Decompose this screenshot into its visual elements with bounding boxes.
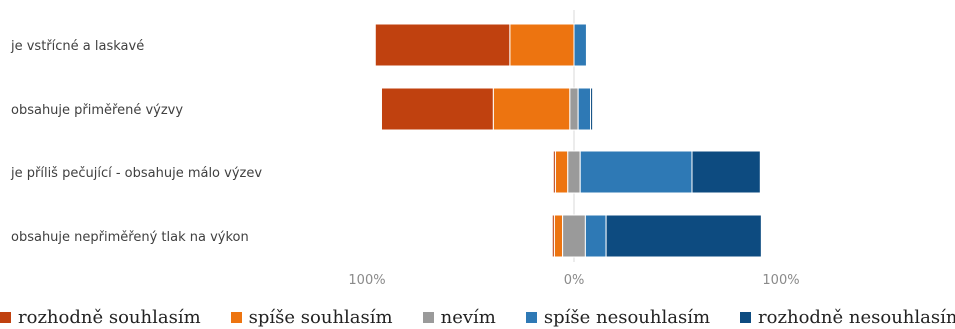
legend-item: spíše nesouhlasím bbox=[525, 307, 711, 328]
bar-segment bbox=[551, 214, 555, 258]
bar-segment bbox=[552, 150, 556, 194]
bar-segment bbox=[590, 87, 594, 131]
bar-segment bbox=[579, 150, 693, 194]
bar-segment bbox=[553, 214, 564, 258]
legend-label: rozhodně nesouhlasím bbox=[758, 307, 955, 328]
bar-segment bbox=[554, 150, 569, 194]
stacked-bar-chart: je vstřícné a laskavé obsahuje přiměřené … bbox=[10, 10, 800, 288]
category-label: je vstřícné a laskavé bbox=[10, 39, 144, 54]
legend-item: nevím bbox=[422, 307, 496, 328]
bar-segment bbox=[573, 23, 587, 67]
bar-segment bbox=[577, 87, 592, 131]
bar-segment bbox=[567, 150, 581, 194]
category-label: obsahuje přiměřené výzvy bbox=[11, 103, 183, 118]
category-label: je příliš pečující - obsahuje málo výzev bbox=[10, 166, 262, 181]
x-tick-label: 100% bbox=[348, 273, 385, 288]
legend-item: spíše souhlasím bbox=[230, 307, 393, 328]
legend-label: nevím bbox=[440, 307, 496, 328]
bar-segment bbox=[374, 23, 511, 67]
x-tick-label: 100% bbox=[762, 273, 799, 288]
category-label: obsahuje nepřiměřený tlak na výkon bbox=[11, 230, 249, 245]
bar-segment bbox=[584, 214, 607, 258]
bar-segment bbox=[562, 214, 586, 258]
legend-item: rozhodně nesouhlasím bbox=[740, 307, 955, 328]
bar-segment bbox=[605, 214, 762, 258]
x-tick-label: 0% bbox=[564, 273, 585, 288]
legend-swatch bbox=[0, 312, 11, 323]
bar-segment bbox=[492, 87, 571, 131]
bar-segment bbox=[509, 23, 575, 67]
legend: rozhodně souhlasím spíše souhlasím nevím sp… bbox=[0, 306, 955, 329]
legend-swatch bbox=[422, 312, 434, 323]
bar-segment bbox=[569, 87, 579, 131]
legend-swatch bbox=[230, 312, 242, 323]
legend-label: rozhodně souhlasím bbox=[18, 307, 201, 328]
legend-label: spíše nesouhlasím bbox=[543, 307, 711, 328]
legend-swatch bbox=[740, 312, 752, 323]
legend-item: rozhodně souhlasím bbox=[0, 307, 201, 328]
bar-segment bbox=[380, 87, 494, 131]
legend-swatch bbox=[525, 312, 537, 323]
bar-segment bbox=[691, 150, 761, 194]
legend-label: spíše souhlasím bbox=[248, 307, 393, 328]
